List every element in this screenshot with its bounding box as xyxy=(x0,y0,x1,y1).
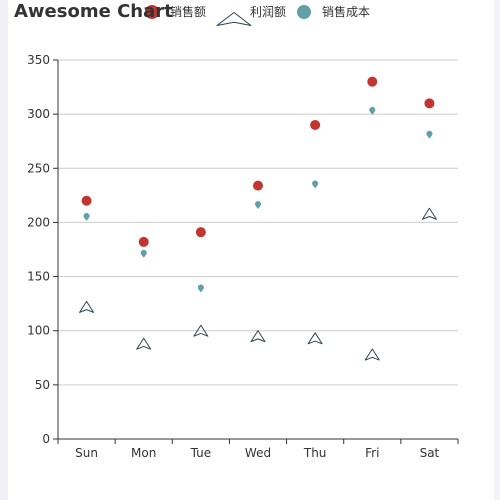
data-marks xyxy=(79,76,437,361)
x-tick-label: Sat xyxy=(420,446,440,460)
x-tick-label: Thu xyxy=(303,446,327,460)
y-tick-label: 300 xyxy=(27,107,50,121)
x-tick-label: Tue xyxy=(190,446,212,460)
x-tick-label: Wed xyxy=(245,446,271,460)
profit-point[interactable] xyxy=(421,207,437,220)
sales-point[interactable] xyxy=(138,236,149,247)
legend-circle-icon[interactable] xyxy=(145,5,159,19)
cost-point[interactable] xyxy=(140,249,147,258)
sales-point[interactable] xyxy=(367,76,378,87)
y-tick-label: 200 xyxy=(27,215,50,229)
cost-point[interactable] xyxy=(255,201,261,210)
y-tick-label: 250 xyxy=(27,161,50,175)
x-axis-ticks: Sun Mon Tue Wed Thu Fri Sat xyxy=(57,439,459,460)
x-tick-label: Mon xyxy=(131,446,156,460)
legend-label: 销售成本 xyxy=(322,4,370,19)
x-tick-label: Sun xyxy=(75,446,98,460)
cost-point[interactable] xyxy=(197,284,204,293)
legend[interactable]: 销售额 利润额 销售成本 xyxy=(145,4,370,26)
right-scroll-strip xyxy=(494,0,500,500)
cost-point[interactable] xyxy=(426,130,433,139)
cost-point[interactable] xyxy=(312,180,319,189)
grid-lines xyxy=(58,59,458,386)
axes xyxy=(57,60,458,440)
legend-label: 利润额 xyxy=(250,5,286,19)
profit-point[interactable] xyxy=(136,337,152,350)
x-tick-label: Fri xyxy=(365,446,379,460)
sales-point[interactable] xyxy=(253,180,263,191)
legend-profit[interactable]: 利润额 xyxy=(216,5,286,26)
left-scroll-strip xyxy=(0,0,8,500)
legend-sales[interactable]: 销售额 xyxy=(145,4,206,19)
y-tick-label: 50 xyxy=(35,378,50,392)
profit-point[interactable] xyxy=(364,348,380,361)
sales-point[interactable] xyxy=(310,119,321,130)
y-tick-label: 350 xyxy=(27,53,50,67)
sales-point[interactable] xyxy=(81,195,92,206)
y-axis-ticks: 0 50 100 150 200 250 300 350 xyxy=(27,53,58,446)
y-tick-label: 150 xyxy=(27,270,50,284)
cost-point[interactable] xyxy=(369,106,376,115)
profit-point[interactable] xyxy=(79,300,95,313)
sales-point[interactable] xyxy=(424,98,435,109)
y-tick-label: 0 xyxy=(42,432,50,446)
profit-point[interactable] xyxy=(307,332,323,345)
y-tick-label: 100 xyxy=(27,324,50,338)
legend-label: 销售额 xyxy=(170,4,206,19)
profit-point[interactable] xyxy=(250,330,266,343)
cost-point[interactable] xyxy=(83,213,90,221)
legend-circle-icon[interactable] xyxy=(297,5,311,19)
chart-title: Awesome Chart xyxy=(14,1,173,22)
sales-point[interactable] xyxy=(195,227,206,238)
legend-arrow-icon[interactable] xyxy=(216,12,252,26)
profit-point[interactable] xyxy=(193,324,209,337)
legend-cost[interactable]: 销售成本 xyxy=(297,4,370,19)
